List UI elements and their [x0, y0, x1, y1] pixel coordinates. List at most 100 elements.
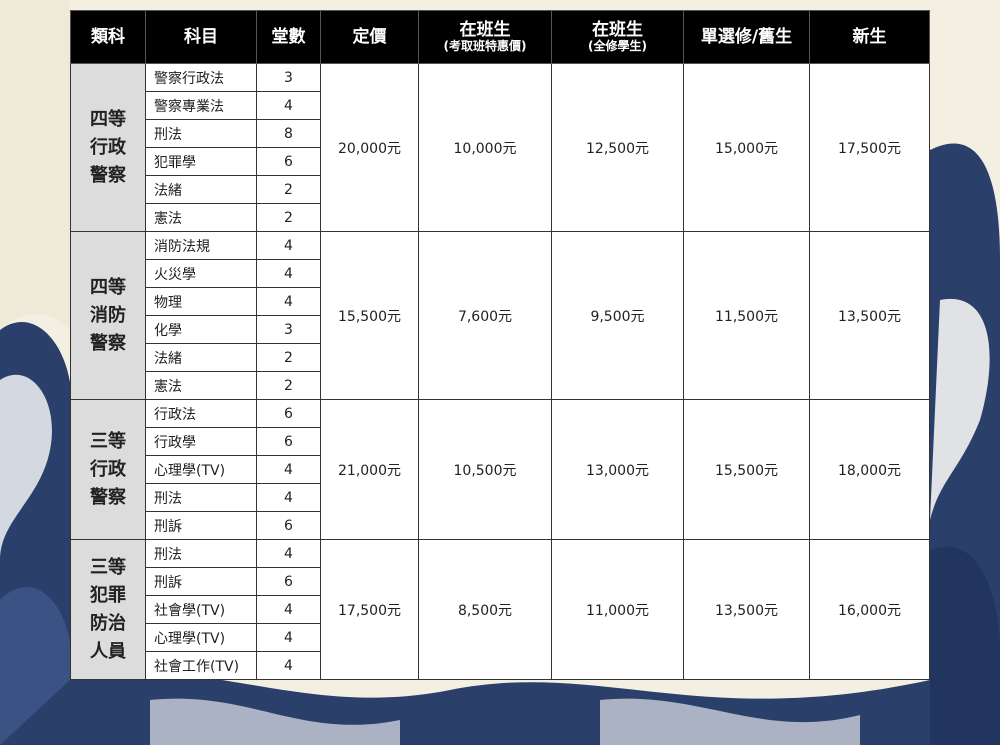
subject-cell: 化學	[145, 315, 257, 344]
table-row: 行政學 6	[71, 427, 930, 456]
hours-cell: 4	[256, 259, 321, 288]
category-line: 行政	[90, 458, 126, 480]
single-old-price: 15,500元	[683, 399, 810, 540]
header-list-price: 定價	[320, 10, 419, 64]
hours-cell: 8	[256, 119, 321, 148]
table-row: 心理學(TV) 4	[71, 455, 930, 484]
hours-cell: 6	[256, 567, 321, 596]
subject-cell: 法緒	[145, 343, 257, 372]
table-row: 心理學(TV) 4	[71, 623, 930, 652]
table-row: 刑訴 6	[71, 511, 930, 540]
subject-cell: 刑訴	[145, 511, 257, 540]
category-cell: 三等 行政 警察	[70, 399, 146, 540]
category-line: 消防	[90, 304, 126, 326]
header-hours: 堂數	[256, 10, 321, 64]
table-row: 火災學 4	[71, 259, 930, 288]
subject-cell: 行政法	[145, 399, 257, 428]
category-cell: 三等 犯罪 防治 人員	[70, 539, 146, 680]
subject-cell: 火災學	[145, 259, 257, 288]
table-row: 犯罪學 6	[71, 147, 930, 176]
subject-cell: 刑法	[145, 119, 257, 148]
category-cell: 四等 消防 警察	[70, 231, 146, 400]
table-row: 社會工作(TV) 4	[71, 651, 930, 680]
subject-cell: 心理學(TV)	[145, 455, 257, 484]
hours-cell: 4	[256, 595, 321, 624]
current-special-price: 10,500元	[418, 399, 552, 540]
category-line: 人員	[90, 640, 126, 662]
subject-cell: 警察行政法	[145, 63, 257, 92]
category-line: 四等	[90, 276, 126, 298]
subject-cell: 警察專業法	[145, 91, 257, 120]
new-student-price: 17,500元	[809, 63, 930, 232]
subject-cell: 刑訴	[145, 567, 257, 596]
price-table: 類科 科目 堂數 定價 在班生 (考取班特惠價) 在班生 (全修學生) 單選修/舊生…	[70, 10, 930, 680]
subject-cell: 刑法	[145, 539, 257, 568]
subject-cell: 物理	[145, 287, 257, 316]
hours-cell: 3	[256, 63, 321, 92]
hours-cell: 4	[256, 623, 321, 652]
category-line: 防治	[90, 612, 126, 634]
hours-cell: 2	[256, 175, 321, 204]
hours-cell: 2	[256, 343, 321, 372]
current-full-price: 11,000元	[551, 539, 684, 680]
table-row: 四等 行政 警察 警察行政法 3 20,000元 10,000元 12,500元 15,000元…	[70, 63, 930, 232]
subject-cell: 社會學(TV)	[145, 595, 257, 624]
current-special-price: 8,500元	[418, 539, 552, 680]
header-current-full: 在班生 (全修學生)	[551, 10, 684, 64]
single-old-price: 15,000元	[683, 63, 810, 232]
current-special-price: 7,600元	[418, 231, 552, 400]
list-price: 21,000元	[320, 399, 419, 540]
list-price: 15,500元	[320, 231, 419, 400]
table-row: 法緒 2	[71, 343, 930, 372]
category-line: 行政	[90, 136, 126, 158]
table-row: 警察專業法 4	[71, 91, 930, 120]
current-special-price: 10,000元	[418, 63, 552, 232]
header-subtitle: (全修學生)	[588, 38, 647, 53]
subject-cell: 心理學(TV)	[145, 623, 257, 652]
hours-cell: 4	[256, 651, 321, 680]
category-line: 三等	[90, 556, 126, 578]
table-row: 三等 犯罪 防治 人員 刑法 4 17,500元 8,500元 11,000元 13,500元 16…	[70, 539, 930, 680]
header-single-old: 單選修/舊生	[683, 10, 810, 64]
list-price: 17,500元	[320, 539, 419, 680]
subject-cell: 社會工作(TV)	[145, 651, 257, 680]
table-row: 憲法 2	[71, 203, 930, 232]
category-line: 犯罪	[90, 584, 126, 606]
current-full-price: 12,500元	[551, 63, 684, 232]
hours-cell: 4	[256, 287, 321, 316]
header-title: 在班生	[459, 20, 511, 41]
list-price: 20,000元	[320, 63, 419, 232]
hours-cell: 6	[256, 427, 321, 456]
hours-cell: 4	[256, 231, 321, 260]
subject-cell: 消防法規	[145, 231, 257, 260]
hours-cell: 6	[256, 399, 321, 428]
header-category: 類科	[70, 10, 146, 64]
single-old-price: 11,500元	[683, 231, 810, 400]
header-subtitle: (考取班特惠價)	[443, 38, 527, 53]
header-subject: 科目	[145, 10, 257, 64]
hours-cell: 2	[256, 203, 321, 232]
hours-cell: 6	[256, 147, 321, 176]
category-line: 警察	[90, 332, 126, 354]
category-line: 警察	[90, 486, 126, 508]
subject-cell: 憲法	[145, 203, 257, 232]
hours-cell: 4	[256, 91, 321, 120]
hours-cell: 4	[256, 455, 321, 484]
hours-cell: 4	[256, 483, 321, 512]
hours-cell: 3	[256, 315, 321, 344]
header-new-student: 新生	[809, 10, 930, 64]
current-full-price: 9,500元	[551, 231, 684, 400]
table-row: 四等 消防 警察 消防法規 4 15,500元 7,600元 9,500元 11,500元 13,…	[70, 231, 930, 400]
subject-cell: 犯罪學	[145, 147, 257, 176]
table-row: 化學 3	[71, 315, 930, 344]
subject-cell: 刑法	[145, 483, 257, 512]
table-row: 三等 行政 警察 行政法 6 21,000元 10,500元 13,000元 15,500元 18…	[70, 399, 930, 540]
subject-cell: 憲法	[145, 371, 257, 400]
subject-cell: 法緒	[145, 175, 257, 204]
new-student-price: 18,000元	[809, 399, 930, 540]
header-title: 在班生	[592, 20, 643, 41]
current-full-price: 13,000元	[551, 399, 684, 540]
header-row: 類科 科目 堂數 定價 在班生 (考取班特惠價) 在班生 (全修學生) 單選修/舊生…	[70, 10, 930, 64]
subject-cell: 行政學	[145, 427, 257, 456]
